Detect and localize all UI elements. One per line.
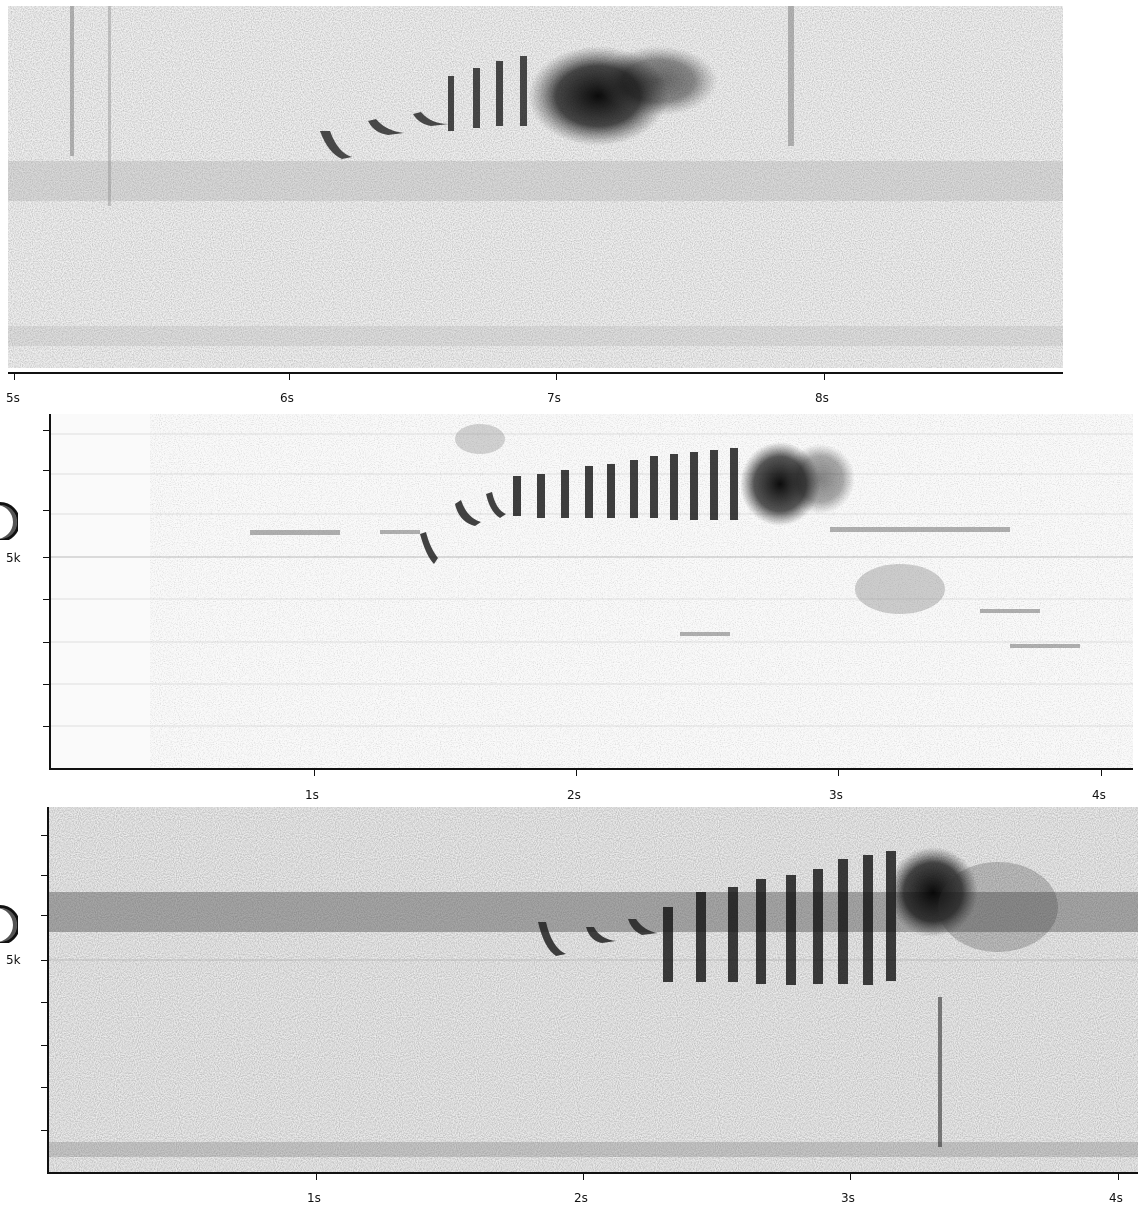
- spectrogram-graphic-middle: [50, 414, 1133, 769]
- spectrogram-graphic-bottom: [48, 807, 1138, 1173]
- x-tick-top-0: [14, 374, 15, 380]
- x-tick-bottom-1: [583, 1174, 584, 1180]
- x-tick-label-middle-3: 4s: [1092, 788, 1106, 802]
- spectrogram-panel-top: 5s 6s 7s 8s: [0, 0, 1141, 410]
- y-tick-bottom-7: [41, 1130, 47, 1131]
- y-tick-middle-7: [43, 726, 49, 727]
- y-tick-bottom-6: [41, 1087, 47, 1088]
- spectrogram-image-top: [8, 6, 1063, 368]
- play-icon[interactable]: [0, 502, 18, 540]
- play-icon[interactable]: [0, 905, 18, 943]
- y-axis-line-middle: [49, 414, 51, 770]
- x-axis-line-bottom: [47, 1172, 1138, 1174]
- x-tick-middle-0: [314, 770, 315, 776]
- x-tick-label-top-2: 7s: [547, 391, 561, 405]
- x-axis-line-top: [8, 372, 1063, 374]
- spectrogram-image-bottom: [48, 807, 1138, 1173]
- y-axis-line-bottom: [47, 807, 49, 1173]
- y-tick-middle-6: [43, 684, 49, 685]
- y-tick-middle-2: [43, 510, 49, 511]
- x-tick-label-top-1: 6s: [280, 391, 294, 405]
- x-tick-middle-1: [576, 770, 577, 776]
- y-tick-bottom-4: [41, 1002, 47, 1003]
- x-tick-label-bottom-2: 3s: [841, 1191, 855, 1205]
- y-tick-middle-3: [43, 557, 49, 558]
- x-tick-label-middle-1: 2s: [567, 788, 581, 802]
- y-tick-bottom-0: [41, 835, 47, 836]
- x-tick-bottom-3: [1118, 1174, 1119, 1180]
- x-tick-label-bottom-1: 2s: [574, 1191, 588, 1205]
- spectrogram-panel-middle: 5k 1s 2s 3s 4s: [0, 410, 1141, 805]
- x-tick-label-bottom-3: 4s: [1109, 1191, 1123, 1205]
- y-tick-bottom-1: [41, 875, 47, 876]
- x-axis-line-middle: [49, 768, 1133, 770]
- spectrogram-image-middle: [50, 414, 1133, 769]
- y-tick-bottom-5: [41, 1045, 47, 1046]
- y-tick-middle-1: [43, 470, 49, 471]
- x-tick-label-bottom-0: 1s: [307, 1191, 321, 1205]
- y-tick-bottom-2: [41, 915, 47, 916]
- y-tick-label-bottom: 5k: [6, 953, 21, 967]
- x-tick-label-top-3: 8s: [815, 391, 829, 405]
- x-tick-middle-2: [838, 770, 839, 776]
- y-tick-bottom-3: [41, 960, 47, 961]
- y-tick-middle-0: [43, 430, 49, 431]
- y-tick-middle-5: [43, 642, 49, 643]
- x-tick-top-3: [824, 374, 825, 380]
- y-tick-label-middle: 5k: [6, 551, 21, 565]
- spectrogram-graphic-top: [8, 6, 1063, 368]
- x-tick-label-middle-2: 3s: [829, 788, 843, 802]
- x-tick-top-1: [289, 374, 290, 380]
- x-tick-label-middle-0: 1s: [305, 788, 319, 802]
- x-tick-bottom-2: [850, 1174, 851, 1180]
- x-tick-middle-3: [1101, 770, 1102, 776]
- x-tick-top-2: [556, 374, 557, 380]
- y-tick-middle-4: [43, 599, 49, 600]
- x-tick-label-top-0: 5s: [6, 391, 20, 405]
- spectrogram-panel-bottom: 5k 1s 2s 3s 4s: [0, 805, 1141, 1205]
- x-tick-bottom-0: [316, 1174, 317, 1180]
